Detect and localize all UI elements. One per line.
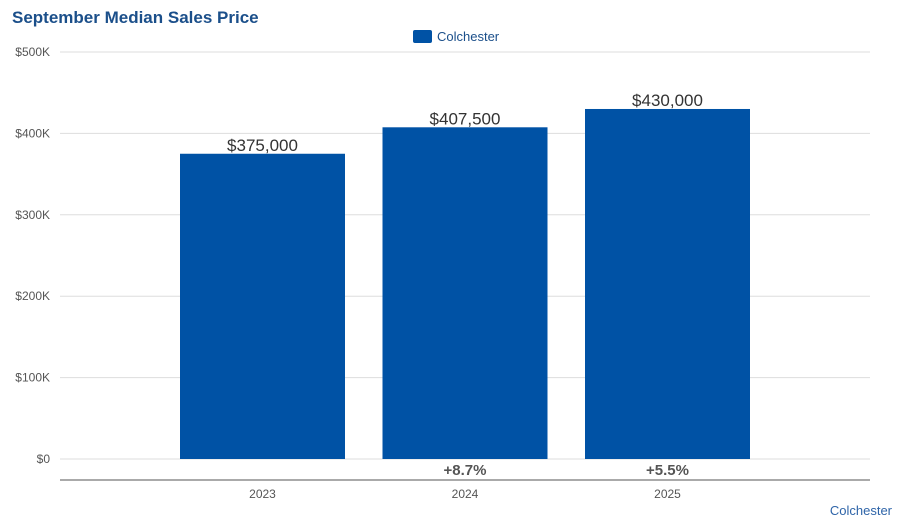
- y-axis-ticks: $0 $100K $200K $300K $400K $500K: [15, 45, 50, 466]
- y-tick-label: $500K: [15, 45, 50, 59]
- legend-swatch-colchester: [413, 30, 432, 43]
- y-tick-label: $400K: [15, 126, 50, 140]
- y-tick-label: $100K: [15, 371, 50, 385]
- legend-label-colchester: Colchester: [437, 29, 500, 44]
- data-labels: $375,000 $407,500 +8.7% $430,000 +5.5%: [227, 91, 703, 479]
- change-label-2024: +8.7%: [444, 462, 487, 479]
- bar-2024: [382, 127, 548, 460]
- bars: [180, 108, 750, 460]
- value-label-2025: $430,000: [632, 91, 703, 110]
- y-tick-label: $0: [37, 452, 51, 466]
- source-label[interactable]: Colchester: [830, 503, 893, 518]
- bar-2025: [585, 108, 750, 459]
- y-tick-label: $300K: [15, 208, 50, 222]
- change-label-2025: +5.5%: [646, 462, 689, 479]
- y-tick-label: $200K: [15, 289, 50, 303]
- x-tick-label: 2023: [249, 487, 276, 501]
- value-label-2024: $407,500: [430, 109, 501, 128]
- chart-title: September Median Sales Price: [12, 8, 259, 27]
- bar-2023: [180, 153, 345, 459]
- x-axis-ticks: 2023 2024 2025: [249, 487, 681, 501]
- value-label-2023: $375,000: [227, 136, 298, 155]
- legend: Colchester: [413, 29, 500, 44]
- x-tick-label: 2025: [654, 487, 681, 501]
- x-tick-label: 2024: [452, 487, 479, 501]
